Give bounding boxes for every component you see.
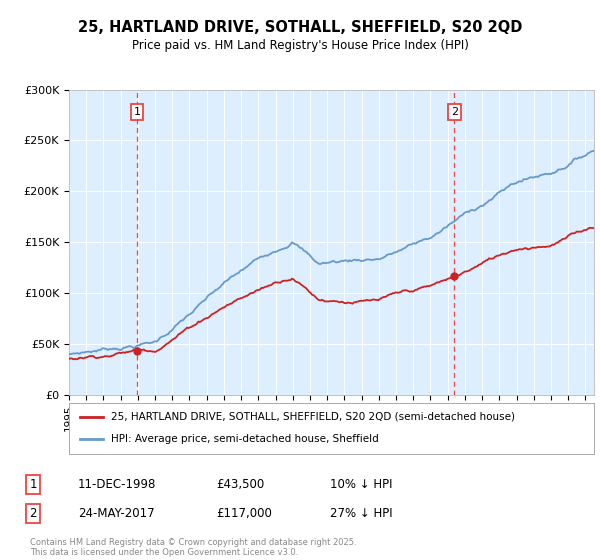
Text: 10% ↓ HPI: 10% ↓ HPI [330, 478, 392, 491]
Text: 25, HARTLAND DRIVE, SOTHALL, SHEFFIELD, S20 2QD: 25, HARTLAND DRIVE, SOTHALL, SHEFFIELD, … [78, 20, 522, 35]
Text: 2: 2 [29, 507, 37, 520]
Text: 2: 2 [451, 107, 458, 117]
Text: £117,000: £117,000 [216, 507, 272, 520]
Text: HPI: Average price, semi-detached house, Sheffield: HPI: Average price, semi-detached house,… [111, 435, 379, 445]
Text: 1: 1 [29, 478, 37, 491]
Text: 25, HARTLAND DRIVE, SOTHALL, SHEFFIELD, S20 2QD (semi-detached house): 25, HARTLAND DRIVE, SOTHALL, SHEFFIELD, … [111, 412, 515, 422]
Text: 27% ↓ HPI: 27% ↓ HPI [330, 507, 392, 520]
Text: Contains HM Land Registry data © Crown copyright and database right 2025.
This d: Contains HM Land Registry data © Crown c… [30, 538, 356, 557]
Text: 24-MAY-2017: 24-MAY-2017 [78, 507, 155, 520]
Text: 1: 1 [133, 107, 140, 117]
Text: £43,500: £43,500 [216, 478, 264, 491]
Text: Price paid vs. HM Land Registry's House Price Index (HPI): Price paid vs. HM Land Registry's House … [131, 39, 469, 52]
Text: 11-DEC-1998: 11-DEC-1998 [78, 478, 157, 491]
